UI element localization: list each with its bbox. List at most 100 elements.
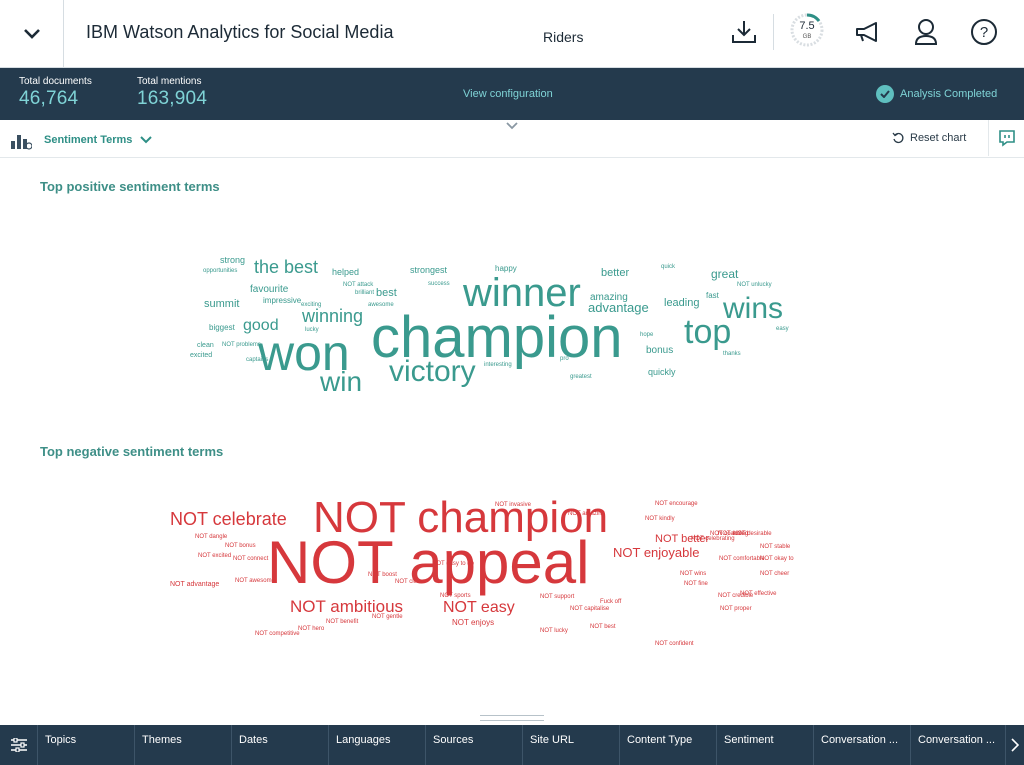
cloud-term[interactable]: winner: [462, 271, 581, 315]
cloud-term[interactable]: leading: [664, 297, 699, 309]
cloud-term[interactable]: Fuck off: [600, 599, 622, 605]
cloud-term[interactable]: clean: [197, 342, 214, 349]
cloud-term[interactable]: helped: [332, 267, 359, 277]
cloud-term[interactable]: NOT competitive: [255, 631, 300, 637]
cloud-term[interactable]: NOT credible: [718, 593, 754, 599]
cloud-term[interactable]: NOT sports: [440, 593, 471, 599]
cloud-term[interactable]: easy: [776, 326, 789, 332]
cloud-term[interactable]: happy: [495, 264, 517, 273]
cloud-term[interactable]: wins: [722, 292, 783, 325]
bar-chart-icon[interactable]: [10, 132, 32, 150]
cloud-term[interactable]: summit: [204, 298, 239, 310]
cloud-term[interactable]: NOT hero: [298, 626, 325, 632]
cloud-term[interactable]: awesome: [368, 302, 394, 308]
cloud-term[interactable]: NOT kindly: [645, 516, 675, 522]
cloud-term[interactable]: NOT lucky: [540, 628, 568, 634]
cloud-term[interactable]: NOT clean: [395, 579, 424, 585]
cloud-term[interactable]: NOT attack: [343, 282, 374, 288]
cloud-term[interactable]: NOT easy to do: [432, 561, 475, 567]
cloud-term[interactable]: NOT benefit: [326, 619, 359, 625]
cloud-term[interactable]: NOT bonus: [225, 543, 256, 549]
download-button[interactable]: [724, 12, 764, 52]
cloud-term[interactable]: NOT enjoyable: [613, 545, 699, 560]
filter-settings-button[interactable]: [0, 725, 38, 765]
filter-next-button[interactable]: [1006, 725, 1024, 765]
filter-tab[interactable]: Themes: [135, 725, 232, 765]
cloud-term[interactable]: victory: [389, 355, 476, 388]
cloud-term[interactable]: NOT coaching: [710, 531, 748, 537]
cloud-term[interactable]: thanks: [723, 351, 741, 357]
cloud-term[interactable]: winning: [301, 306, 363, 326]
cloud-term[interactable]: amazing: [590, 292, 628, 303]
announcements-button[interactable]: [848, 12, 888, 52]
cloud-term[interactable]: strong: [220, 255, 245, 265]
filter-tab[interactable]: Sources: [426, 725, 523, 765]
collapse-chevron-icon[interactable]: [504, 120, 520, 132]
help-button[interactable]: ?: [964, 12, 1004, 52]
cloud-term[interactable]: NOT proper: [720, 606, 752, 612]
cloud-term[interactable]: NOT stable: [760, 544, 791, 550]
storage-gauge[interactable]: 7.5 GB: [789, 12, 825, 48]
cloud-term[interactable]: won: [257, 325, 350, 381]
cloud-term[interactable]: NOT excited: [198, 553, 231, 559]
reset-chart-button[interactable]: Reset chart: [892, 132, 966, 144]
cloud-term[interactable]: NOT capitalise: [570, 606, 610, 612]
cloud-term[interactable]: excited: [190, 352, 212, 359]
cloud-term[interactable]: quick: [661, 264, 676, 270]
filter-tab[interactable]: Sentiment: [717, 725, 814, 765]
filter-tab[interactable]: Conversation ...: [911, 725, 1006, 765]
comment-button[interactable]: [988, 120, 1024, 156]
filter-tab[interactable]: Conversation ...: [814, 725, 911, 765]
cloud-term[interactable]: NOT effective: [740, 591, 777, 597]
cloud-term[interactable]: NOT ambitious: [290, 597, 403, 616]
filter-tab[interactable]: Content Type: [620, 725, 717, 765]
cloud-term[interactable]: great: [711, 267, 739, 281]
cloud-term[interactable]: NOT unlucky: [737, 282, 772, 288]
cloud-term[interactable]: hope: [640, 332, 654, 338]
filter-tab[interactable]: Site URL: [523, 725, 620, 765]
cloud-term[interactable]: NOT champion: [313, 493, 608, 542]
filter-tab[interactable]: Topics: [38, 725, 135, 765]
cloud-term[interactable]: best: [376, 287, 397, 299]
cloud-term[interactable]: exciting: [301, 302, 321, 308]
cloud-term[interactable]: NOT dangle: [195, 534, 228, 540]
cloud-term[interactable]: NOT connect: [233, 556, 269, 562]
cloud-term[interactable]: NOT problems: [222, 342, 261, 348]
view-configuration-link[interactable]: View configuration: [463, 88, 553, 100]
chart-type-dropdown[interactable]: Sentiment Terms: [44, 134, 153, 146]
cloud-term[interactable]: NOT celebrating: [691, 536, 735, 542]
cloud-term[interactable]: strongest: [410, 265, 448, 275]
cloud-term[interactable]: lucky: [305, 327, 319, 333]
cloud-term[interactable]: NOT wins: [680, 571, 706, 577]
cloud-term[interactable]: NOT encourage: [655, 501, 698, 507]
cloud-term[interactable]: NOT cheer: [760, 571, 789, 577]
cloud-term[interactable]: NOT advantage: [170, 581, 219, 588]
cloud-term[interactable]: better: [601, 267, 629, 279]
cloud-term[interactable]: advantage: [588, 300, 649, 315]
resize-handle[interactable]: [480, 715, 544, 721]
cloud-term[interactable]: NOT enjoys: [452, 618, 494, 627]
cloud-term[interactable]: NOT easy: [443, 599, 515, 616]
cloud-term[interactable]: top: [684, 313, 731, 351]
cloud-term[interactable]: NOT comfortable: [719, 556, 765, 562]
filter-tab[interactable]: Languages: [329, 725, 426, 765]
cloud-term[interactable]: impressive: [263, 296, 302, 305]
cloud-term[interactable]: brilliant: [355, 290, 374, 296]
cloud-term[interactable]: NOT invasive: [495, 502, 532, 508]
cloud-term[interactable]: favourite: [250, 284, 289, 295]
cloud-term[interactable]: the best: [254, 257, 318, 277]
filter-tab[interactable]: Dates: [232, 725, 329, 765]
cloud-term[interactable]: NOT best: [590, 624, 616, 630]
cloud-term[interactable]: NOT confident: [655, 641, 694, 647]
cloud-term[interactable]: NOT awesome: [235, 578, 276, 584]
cloud-term[interactable]: win: [319, 366, 362, 397]
cloud-term[interactable]: interesting: [484, 362, 512, 368]
cloud-term[interactable]: NOT celebrate: [170, 509, 287, 529]
cloud-term[interactable]: captains: [246, 357, 268, 363]
cloud-term[interactable]: biggest: [209, 323, 236, 332]
user-profile-button[interactable]: [906, 12, 946, 52]
cloud-term[interactable]: pro: [560, 356, 569, 362]
cloud-term[interactable]: bonus: [646, 345, 673, 356]
cloud-term[interactable]: fast: [706, 291, 720, 300]
cloud-term[interactable]: NOT support: [540, 594, 575, 600]
